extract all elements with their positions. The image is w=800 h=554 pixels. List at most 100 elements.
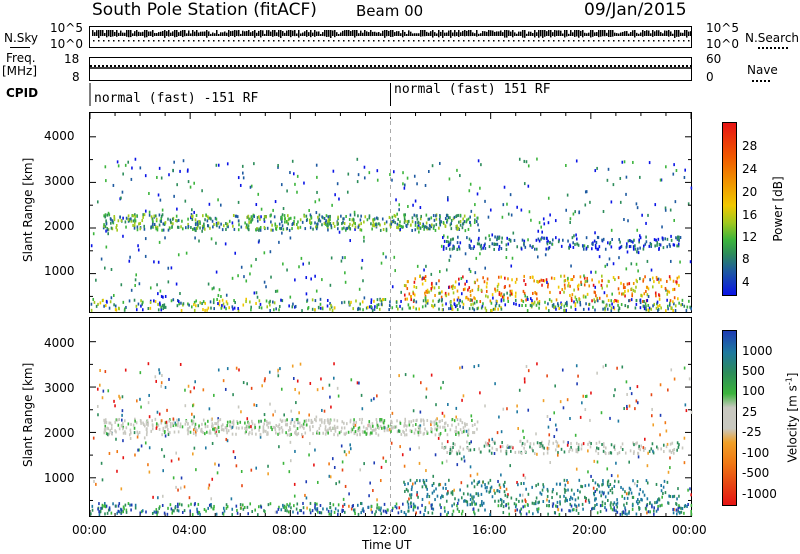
- power-cell: [602, 300, 605, 304]
- velocity-cell: [192, 419, 195, 423]
- velocity-cell: [395, 502, 398, 506]
- power-cell: [420, 214, 423, 218]
- velocity-cell: [115, 437, 117, 441]
- velocity-cell: [547, 489, 549, 493]
- power-cell: [310, 216, 313, 220]
- velocity-cell: [614, 388, 616, 392]
- power-cell: [617, 276, 620, 280]
- power-cell: [316, 225, 319, 229]
- power-cell: [280, 183, 283, 187]
- velocity-cell: [600, 494, 602, 498]
- velocity-cell: [104, 370, 107, 374]
- velocity-cell: [361, 407, 364, 411]
- power-cell: [133, 221, 136, 225]
- velocity-cell: [445, 459, 448, 463]
- power-cell: [664, 286, 667, 290]
- velocity-cell: [474, 423, 476, 427]
- power-cell: [592, 305, 594, 309]
- velocity-cell: [111, 432, 113, 436]
- velocity-cell: [566, 443, 569, 447]
- velocity-cell: [249, 502, 252, 506]
- velocity-cell: [628, 404, 631, 408]
- velocity-cell: [385, 511, 388, 515]
- velocity-cell: [473, 512, 476, 516]
- velocity-cell: [226, 367, 229, 371]
- velocity-cell: [370, 504, 373, 508]
- velocity-cell: [195, 433, 197, 437]
- nsky-bar: [382, 30, 384, 36]
- power-cell: [256, 216, 259, 220]
- nsky-bar: [196, 30, 198, 37]
- nsky-bar: [108, 30, 110, 37]
- velocity-cell: [610, 474, 613, 478]
- velocity-cell: [652, 423, 655, 427]
- velocity-cell: [423, 422, 425, 426]
- nsky-bar: [478, 33, 480, 36]
- power-cell: [242, 303, 245, 307]
- power-cell: [381, 298, 384, 302]
- power-cell: [458, 245, 460, 249]
- velocity-cell: [251, 419, 253, 423]
- power-cell: [169, 218, 172, 222]
- velocity-cell: [657, 504, 659, 508]
- velocity-cell: [222, 428, 225, 432]
- power-cell: [333, 224, 336, 228]
- power-cell: [676, 280, 678, 284]
- power-cell: [128, 299, 131, 303]
- nsky-bar: [104, 32, 106, 36]
- velocity-cell: [331, 457, 334, 461]
- velocity-cell: [534, 502, 537, 506]
- velocity-cell: [166, 512, 169, 516]
- power-cell: [462, 302, 465, 306]
- power-cell: [632, 247, 635, 251]
- velocity-cell: [675, 508, 678, 512]
- power-cell: [182, 159, 185, 163]
- velocity-cell: [400, 432, 403, 436]
- velocity-cell: [461, 431, 463, 435]
- power-cell: [163, 303, 166, 307]
- velocity-cell: [441, 442, 443, 446]
- velocity-cell: [244, 426, 246, 430]
- power-cell: [462, 217, 464, 221]
- power-cell: [305, 292, 308, 296]
- velocity-cell: [486, 443, 488, 447]
- nsky-bar: [526, 33, 528, 36]
- velocity-cell: [397, 429, 400, 433]
- power-cell: [278, 304, 281, 308]
- nsearch-dot: [378, 40, 380, 42]
- velocity-cell: [324, 427, 327, 431]
- power-cbar-tick: 16: [742, 208, 758, 222]
- velocity-cell: [480, 450, 482, 454]
- power-cell: [337, 215, 339, 219]
- velocity-cell: [521, 493, 524, 497]
- power-cell: [309, 221, 311, 225]
- power-cell: [133, 226, 136, 230]
- power-cell: [210, 237, 213, 241]
- power-cell: [160, 219, 162, 223]
- velocity-cell: [541, 440, 543, 444]
- velocity-cell: [624, 508, 627, 512]
- power-cell: [546, 242, 549, 246]
- power-cell: [666, 292, 669, 296]
- velocity-cell: [161, 494, 164, 498]
- nsky-bar: [592, 30, 594, 37]
- nsky-bar: [658, 30, 660, 36]
- velocity-cell: [459, 366, 461, 370]
- velocity-cell: [508, 506, 510, 510]
- power-cell: [669, 244, 671, 248]
- velocity-cell: [404, 489, 406, 493]
- power-cell: [451, 307, 454, 311]
- velocity-cell: [309, 501, 312, 505]
- velocity-cell: [635, 500, 638, 504]
- power-cell: [543, 236, 546, 240]
- velocity-cell: [636, 401, 639, 405]
- nsky-bar: [568, 33, 570, 36]
- velocity-cell: [496, 448, 498, 452]
- nsky-bar: [286, 30, 288, 36]
- velocity-cell: [653, 512, 655, 516]
- power-cell: [443, 234, 445, 238]
- power-cell: [301, 220, 304, 224]
- power-cell: [569, 217, 572, 221]
- power-cell: [512, 231, 515, 235]
- power-cell: [148, 191, 150, 195]
